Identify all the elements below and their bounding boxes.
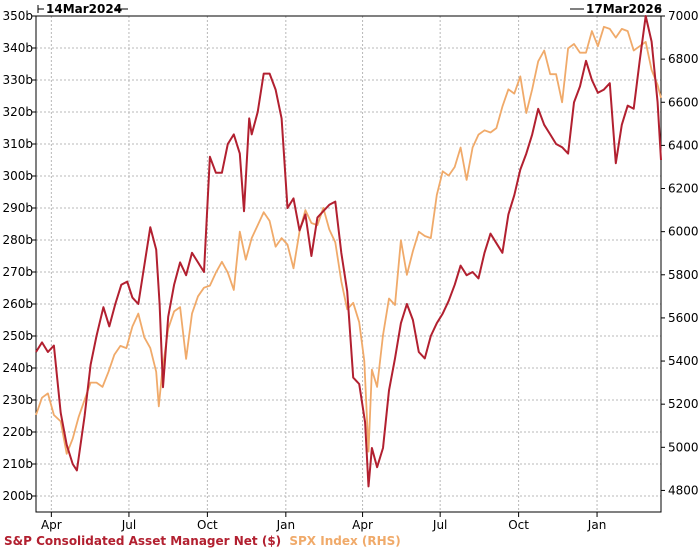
- left-tick-label: 300b: [2, 169, 33, 183]
- right-tick-label: 6400: [668, 138, 699, 152]
- x-tick-label: Apr: [41, 518, 62, 532]
- series-line-asset-manager: [35, 15, 662, 488]
- end-date-label: 17Mar2026: [586, 2, 662, 16]
- series-lines: [35, 15, 662, 488]
- left-tick-label: 210b: [2, 457, 33, 471]
- start-date-label: 14Mar2024: [46, 2, 122, 16]
- left-tick-label: 290b: [2, 201, 33, 215]
- right-tick-label: 5400: [668, 354, 699, 368]
- left-tick-label: 230b: [2, 393, 33, 407]
- left-tick-label: 250b: [2, 329, 33, 343]
- right-tick-label: 6600: [668, 95, 699, 109]
- x-axis-ticks: Apr Jul Oct Jan Apr Jul Oct Jan: [41, 512, 606, 532]
- right-tick-label: 5800: [668, 268, 699, 282]
- legend-entry-spx: SPX Index (RHS): [289, 534, 401, 548]
- series-line-spx: [35, 25, 662, 455]
- left-axis-ticks: 200b 210b 220b 230b 240b 250b 260b 270b 280b 290b…: [2, 9, 36, 503]
- x-tick-label: Oct: [508, 518, 529, 532]
- left-tick-label: 240b: [2, 361, 33, 375]
- left-tick-label: 350b: [2, 9, 33, 23]
- left-tick-label: 310b: [2, 137, 33, 151]
- right-tick-label: 6800: [668, 52, 699, 66]
- right-tick-label: 4800: [668, 483, 699, 497]
- right-tick-label: 5000: [668, 440, 699, 454]
- x-tick-label: Apr: [352, 518, 373, 532]
- left-tick-label: 280b: [2, 233, 33, 247]
- plot-frame: [35, 15, 662, 513]
- right-tick-label: 6000: [668, 225, 699, 239]
- right-tick-label: 6200: [668, 182, 699, 196]
- right-tick-label: 5600: [668, 311, 699, 325]
- legend: S&P Consolidated Asset Manager Net ($) S…: [4, 534, 401, 548]
- left-tick-label: 320b: [2, 105, 33, 119]
- x-tick-label: Oct: [197, 518, 218, 532]
- right-tick-label: 7000: [668, 9, 699, 23]
- right-tick-label: 5200: [668, 397, 699, 411]
- x-tick-label: Jul: [121, 518, 136, 532]
- left-tick-label: 330b: [2, 73, 33, 87]
- left-tick-label: 220b: [2, 425, 33, 439]
- right-axis-ticks: 4800 5000 5200 5400 5600 5800 6000 6200 6400 6600…: [661, 9, 699, 497]
- left-tick-label: 340b: [2, 41, 33, 55]
- left-tick-label: 260b: [2, 297, 33, 311]
- left-tick-label: 200b: [2, 489, 33, 503]
- x-tick-label: Jan: [587, 518, 607, 532]
- x-tick-label: Jan: [276, 518, 296, 532]
- grid-lines: [36, 15, 661, 512]
- legend-entry-asset-manager: S&P Consolidated Asset Manager Net ($): [4, 534, 282, 548]
- x-tick-label: Jul: [432, 518, 447, 532]
- left-tick-label: 270b: [2, 265, 33, 279]
